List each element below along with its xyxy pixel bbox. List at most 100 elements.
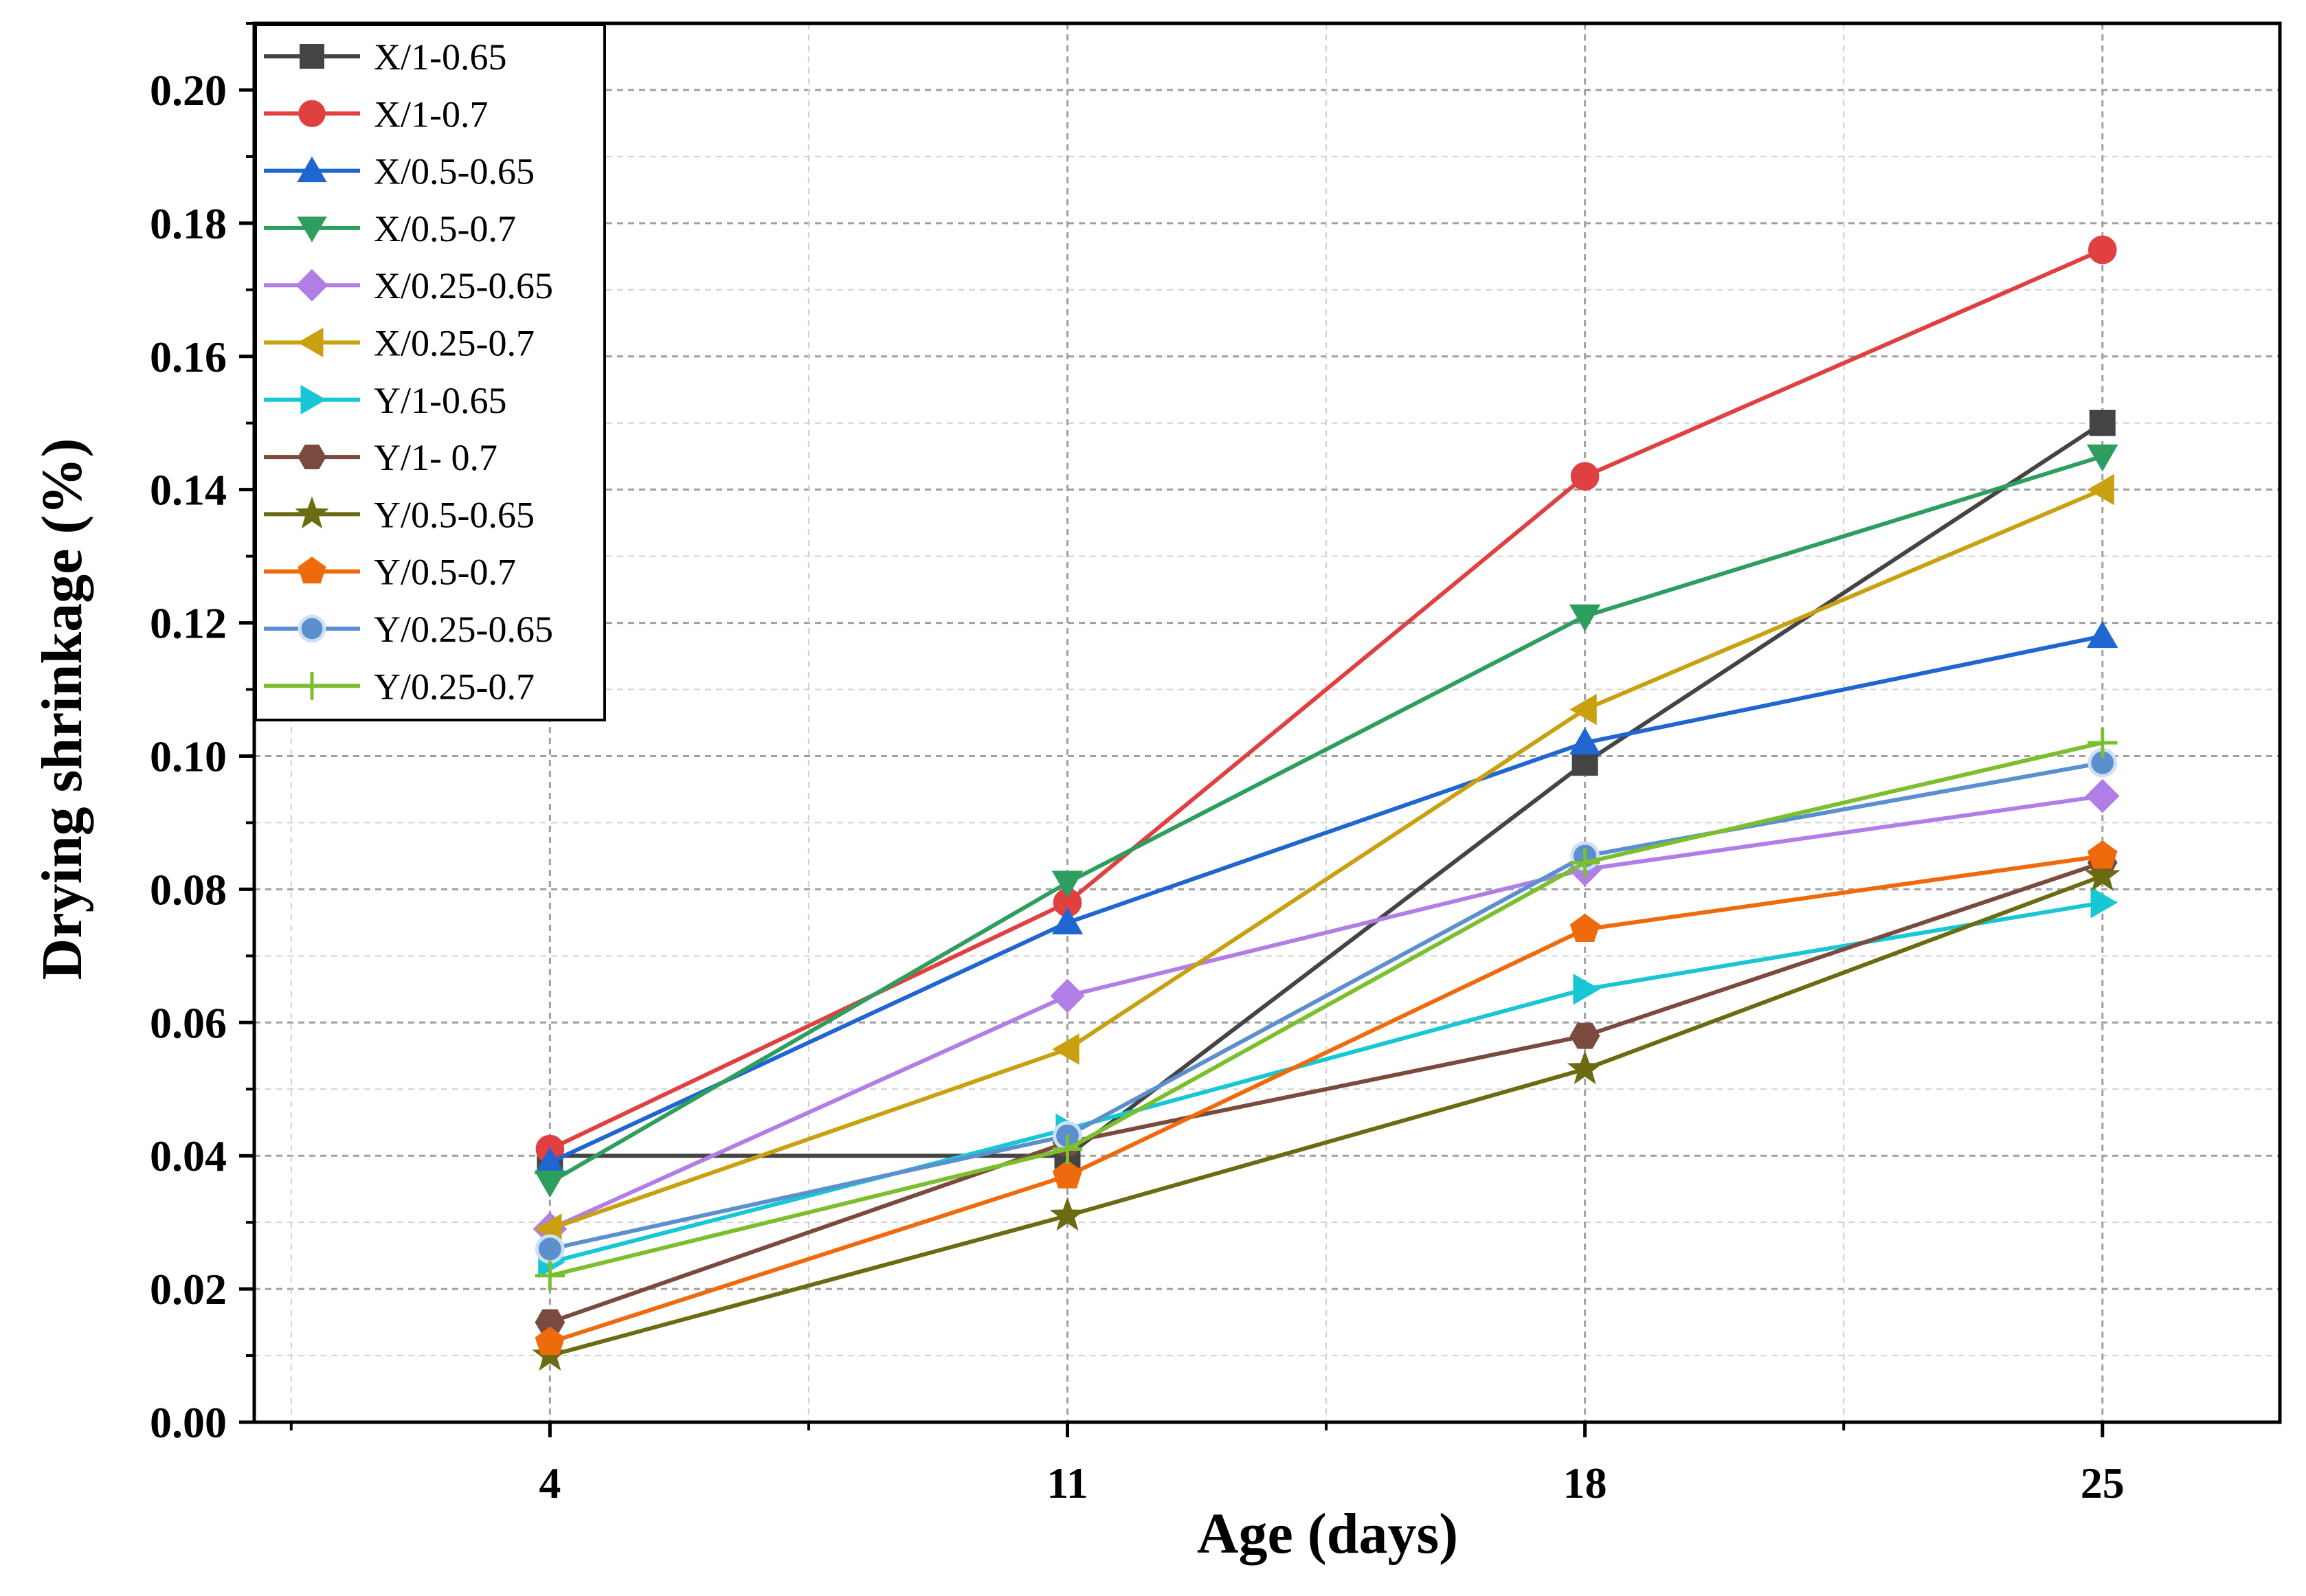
data-point — [2087, 235, 2117, 265]
plot-frame — [252, 21, 2282, 1424]
series-line — [549, 634, 2103, 1165]
data-point — [2086, 620, 2118, 649]
legend-marker — [298, 445, 326, 469]
data-point — [2090, 886, 2118, 919]
y-tick-label: 0.16 — [150, 333, 227, 381]
series-line — [549, 247, 2104, 1151]
legend: X/1-0.65 X/1-0.7 X/0.5-0.65 X/0.5-0.7 X/0.25… — [254, 23, 606, 721]
data-point — [1052, 1033, 1079, 1065]
legend-entry: X/0.25-0.65 — [264, 265, 553, 306]
legend-label: X/1-0.7 — [374, 93, 488, 135]
data-point — [534, 1170, 566, 1198]
y-tick-label: 0.14 — [150, 466, 227, 515]
legend-entry: Y/0.5-0.7 — [264, 552, 516, 593]
y-tick-label: 0.10 — [150, 732, 227, 780]
x-tick-label: 18 — [1563, 1459, 1607, 1507]
data-point — [1051, 907, 1084, 934]
legend-label: Y/0.25-0.7 — [374, 666, 535, 707]
legend-label: X/0.25-0.7 — [374, 323, 535, 364]
legend-label: Y/0.5-0.65 — [374, 494, 535, 535]
legend-entry: X/0.5-0.65 — [264, 151, 535, 192]
data-point — [1567, 1050, 1603, 1085]
data-point — [1570, 462, 1600, 491]
data-point — [1052, 1134, 1083, 1165]
legend-entry: Y/1- 0.7 — [264, 437, 497, 478]
legend-marker — [297, 216, 327, 243]
series-line — [549, 794, 2103, 1231]
legend-marker — [298, 557, 326, 584]
series-12 — [535, 728, 2118, 1291]
legend-label: Y/0.25-0.65 — [374, 609, 553, 650]
series-group — [532, 235, 2120, 1371]
y-tick-label: 0.12 — [150, 599, 227, 648]
legend-marker — [298, 614, 326, 643]
data-point — [2086, 445, 2118, 472]
y-tick-label: 0.08 — [150, 865, 227, 914]
series-line — [548, 454, 2103, 1184]
series-line — [549, 874, 2103, 1358]
data-point — [1052, 1160, 1083, 1189]
data-point — [1051, 870, 1084, 899]
data-point — [1569, 693, 1597, 726]
data-point — [2084, 857, 2120, 891]
legend-entry: X/0.25-0.7 — [264, 323, 535, 364]
data-point — [2087, 473, 2114, 506]
data-point — [2085, 778, 2120, 813]
y-tick-label: 0.18 — [150, 199, 227, 248]
legend-label: X/0.5-0.7 — [374, 208, 516, 249]
x-tick-label: 11 — [1046, 1459, 1088, 1507]
legend-label: X/0.25-0.65 — [374, 265, 553, 306]
data-point — [535, 1261, 565, 1291]
data-point — [1569, 604, 1601, 632]
legend-entry: Y/1-0.65 — [264, 380, 506, 421]
legend-entry: Y/0.25-0.7 — [264, 666, 535, 707]
legend-label: X/0.5-0.65 — [374, 151, 535, 192]
x-tick-label: 4 — [539, 1459, 561, 1507]
y-tick-label: 0.04 — [150, 1132, 227, 1180]
data-point — [1569, 913, 1600, 942]
legend-label: Y/1-0.65 — [374, 380, 506, 421]
data-point — [1049, 1197, 1086, 1231]
y-axis-title: Drying shrinkage (%) — [30, 438, 94, 980]
series-line — [549, 853, 2103, 1345]
series-line — [550, 421, 2104, 1158]
data-point — [2087, 728, 2118, 758]
data-point — [535, 1326, 566, 1356]
legend-marker — [298, 671, 326, 700]
series-line — [549, 741, 2103, 1278]
data-point — [1570, 848, 1600, 878]
data-point — [1573, 974, 1600, 1005]
x-tick-label: 25 — [2081, 1459, 2125, 1507]
axes — [252, 21, 2282, 1424]
series-line — [549, 860, 2103, 1325]
data-point — [1050, 978, 1085, 1013]
data-point — [2089, 409, 2116, 436]
series-3 — [534, 620, 2118, 1174]
legend-entry: X/1-0.65 — [264, 36, 506, 78]
legend-marker — [297, 156, 327, 183]
legend-entry: X/0.5-0.7 — [264, 208, 516, 249]
data-point — [1569, 727, 1601, 755]
legend-marker — [298, 327, 324, 358]
series-4 — [534, 445, 2118, 1198]
series-line — [549, 761, 2103, 1251]
legend-marker — [300, 44, 324, 69]
legend-marker — [295, 496, 329, 529]
series-line — [549, 487, 2103, 1231]
legend-marker — [300, 385, 326, 415]
x-axis-title: Age (days) — [1197, 1502, 1458, 1566]
y-tick-label: 0.02 — [150, 1265, 227, 1314]
legend-marker — [298, 100, 326, 128]
legend-entry: Y/0.5-0.65 — [264, 494, 535, 535]
legend-entry: X/1-0.7 — [264, 93, 488, 135]
legend-marker — [295, 269, 328, 302]
legend-label: Y/1- 0.7 — [374, 437, 497, 478]
legend-box — [254, 23, 606, 721]
y-tick-label: 0.00 — [150, 1398, 227, 1447]
data-point — [2087, 840, 2118, 869]
data-point — [535, 1234, 565, 1264]
series-2 — [535, 235, 2117, 1164]
series-line — [549, 900, 2103, 1265]
